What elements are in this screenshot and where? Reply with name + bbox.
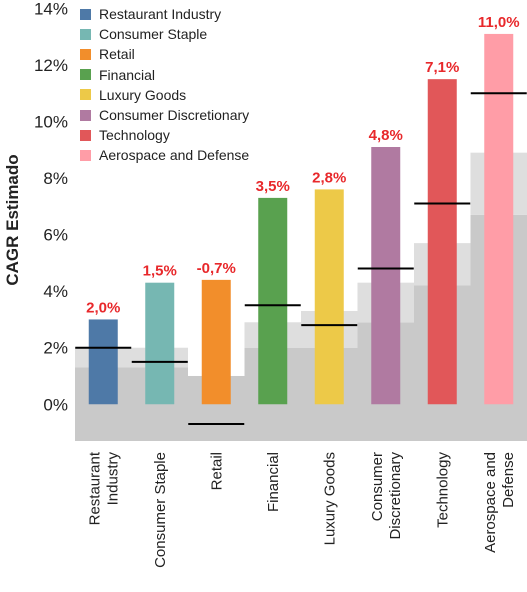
legend-label: Technology	[99, 127, 170, 144]
y-tick-label: 14%	[34, 0, 68, 18]
y-tick-label: 12%	[34, 56, 68, 75]
category-label-line: Luxury Goods	[321, 452, 338, 545]
value-label: 4,8%	[369, 127, 403, 144]
legend-swatch	[80, 89, 91, 101]
legend-item: Restaurant Industry	[80, 4, 280, 24]
legend-item: Luxury Goods	[80, 85, 280, 105]
value-label: 11,0%	[478, 14, 520, 31]
category-label: Retail	[208, 452, 225, 490]
y-axis-title: CAGR Estimado	[3, 154, 22, 285]
category-label-line: Consumer	[369, 452, 386, 521]
legend-item: Technology	[80, 125, 280, 145]
category-label: Aerospace and Defense	[482, 452, 517, 553]
category-label: Luxury Goods	[321, 452, 338, 545]
legend-item: Consumer Discretionary	[80, 105, 280, 125]
y-tick-label: 0%	[43, 395, 68, 414]
legend-label: Restaurant Industry	[99, 6, 222, 23]
y-tick-label: 4%	[43, 282, 68, 301]
legend-label: Retail	[99, 46, 135, 63]
legend-label: Consumer Discretionary	[99, 107, 250, 124]
value-label: 3,5%	[256, 178, 290, 195]
legend-swatch	[80, 48, 91, 60]
category-label: Technology	[434, 452, 451, 528]
legend: Restaurant Industry Consumer Staple Retail…	[80, 4, 280, 166]
legend-label: Luxury Goods	[99, 86, 187, 103]
category-label-line: Aerospace and	[482, 452, 499, 553]
bar-2	[201, 279, 231, 405]
legend-swatch	[80, 129, 91, 141]
bar-4	[314, 189, 344, 405]
legend-item: Consumer Staple	[80, 24, 280, 44]
legend-label: Aerospace and Defense	[99, 147, 250, 164]
legend-label: Consumer Staple	[99, 26, 208, 43]
value-label: 7,1%	[425, 59, 459, 76]
category-label: Financial	[265, 452, 282, 512]
legend-item: Financial	[80, 65, 280, 85]
bar-7	[484, 33, 514, 405]
category-label-line: Retail	[208, 452, 225, 490]
category-label-line: Restaurant	[86, 451, 103, 525]
y-tick-label: 10%	[34, 113, 68, 132]
category-label-line: Defense	[500, 452, 517, 508]
bar-5	[371, 147, 401, 405]
category-label: Consumer Staple	[152, 452, 169, 568]
bar-1	[145, 282, 175, 405]
category-label-line: Consumer Staple	[152, 452, 169, 568]
value-label: 1,5%	[143, 263, 177, 280]
y-tick-label: 8%	[43, 169, 68, 188]
y-tick-label: 6%	[43, 226, 68, 245]
category-label-line: Financial	[265, 452, 282, 512]
bar-6	[427, 79, 457, 405]
legend-swatch	[80, 149, 91, 161]
legend-item: Retail	[80, 44, 280, 64]
bar-0	[88, 319, 118, 405]
category-label-line: Discretionary	[387, 452, 404, 540]
legend-swatch	[80, 8, 91, 20]
legend-swatch	[80, 109, 91, 121]
legend-item: Aerospace and Defense	[80, 145, 280, 165]
y-tick-label: 2%	[43, 339, 68, 358]
value-label: -0,7%	[197, 260, 236, 277]
value-label: 2,8%	[312, 169, 346, 186]
category-label: Restaurant Industry	[86, 451, 121, 525]
bar-3	[258, 197, 288, 405]
legend-swatch	[80, 28, 91, 40]
category-label-line: Industry	[104, 452, 121, 506]
legend-swatch	[80, 69, 91, 81]
category-label: Consumer Discretionary	[369, 452, 404, 540]
value-label: 2,0%	[86, 299, 120, 316]
legend-label: Financial	[99, 66, 156, 83]
category-label-line: Technology	[434, 452, 451, 528]
